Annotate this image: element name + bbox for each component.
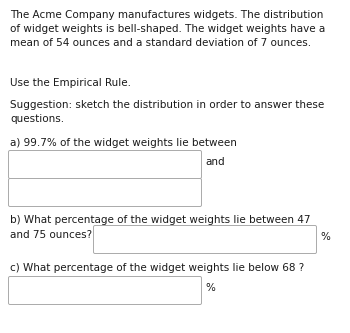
Text: and 75 ounces?: and 75 ounces? <box>10 230 92 240</box>
Text: Use the Empirical Rule.: Use the Empirical Rule. <box>10 78 131 88</box>
Text: %: % <box>320 232 330 242</box>
Text: and: and <box>205 157 225 167</box>
Text: Suggestion: sketch the distribution in order to answer these
questions.: Suggestion: sketch the distribution in o… <box>10 100 324 124</box>
FancyBboxPatch shape <box>93 225 316 253</box>
Text: c) What percentage of the widget weights lie below 68 ?: c) What percentage of the widget weights… <box>10 263 304 273</box>
Text: a) 99.7% of the widget weights lie between: a) 99.7% of the widget weights lie betwe… <box>10 138 237 148</box>
FancyBboxPatch shape <box>8 276 202 304</box>
Text: The Acme Company manufactures widgets. The distribution
of widget weights is bel: The Acme Company manufactures widgets. T… <box>10 10 325 48</box>
Text: b) What percentage of the widget weights lie between 47: b) What percentage of the widget weights… <box>10 215 310 225</box>
FancyBboxPatch shape <box>8 151 202 178</box>
Text: %: % <box>205 283 215 293</box>
FancyBboxPatch shape <box>8 178 202 206</box>
